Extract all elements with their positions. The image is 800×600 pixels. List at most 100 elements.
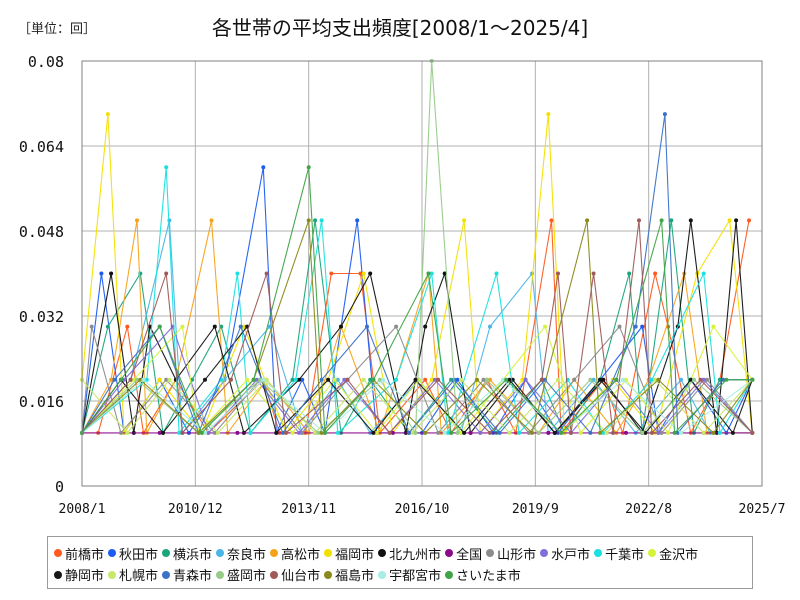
y-tick-label: 0.032 <box>19 308 64 326</box>
data-point <box>157 377 162 382</box>
legend-label: 仙台市 <box>281 569 321 584</box>
data-point <box>206 430 211 435</box>
data-point <box>319 430 324 435</box>
data-point <box>196 430 201 435</box>
legend-item: 前橋市 <box>54 543 104 564</box>
y-tick-label: 0.064 <box>19 138 64 156</box>
data-point <box>177 430 182 435</box>
data-point <box>297 430 301 435</box>
data-point <box>750 377 755 382</box>
legend-marker <box>54 570 62 579</box>
data-point <box>387 430 392 435</box>
data-point <box>345 377 350 382</box>
data-point <box>329 271 334 276</box>
legend-item: 盛岡市 <box>216 564 266 585</box>
legend-item: 千葉市 <box>594 543 644 564</box>
legend-marker <box>216 570 225 579</box>
plot-area-border <box>81 60 763 487</box>
data-point <box>556 377 560 382</box>
data-point <box>141 377 146 382</box>
data-point <box>455 377 460 382</box>
data-point <box>536 430 541 435</box>
data-point <box>669 218 674 223</box>
data-point <box>688 218 693 223</box>
data-point <box>701 377 706 382</box>
data-point <box>342 377 347 382</box>
data-point <box>458 430 463 435</box>
data-point <box>335 377 340 382</box>
data-point <box>659 218 664 223</box>
legend-label: 福岡市 <box>335 547 375 563</box>
data-point <box>572 377 577 382</box>
data-point <box>280 430 285 435</box>
data-point <box>284 430 288 435</box>
data-point <box>611 430 615 435</box>
data-point <box>258 377 263 382</box>
data-point <box>666 430 671 435</box>
series-line <box>81 220 753 435</box>
data-point <box>526 430 531 435</box>
data-point <box>442 430 447 435</box>
legend-item: 高松市 <box>270 543 320 564</box>
legend-label: 横浜市 <box>173 547 213 563</box>
legend-label: 宇都宮市 <box>389 569 442 584</box>
data-point <box>229 377 233 382</box>
x-tick-label: 2022/8 <box>625 502 672 517</box>
data-point <box>423 377 428 382</box>
legend-label: 金沢市 <box>659 547 699 563</box>
data-point <box>488 324 492 329</box>
data-point <box>131 377 136 382</box>
data-point <box>591 271 596 276</box>
data-point <box>105 324 110 329</box>
x-tick-label: 2025/7 <box>739 502 786 517</box>
data-point <box>649 430 654 435</box>
legend-item: 福島市 <box>324 564 374 585</box>
data-point <box>620 377 625 382</box>
data-point <box>659 430 664 435</box>
data-point <box>653 377 658 382</box>
data-point <box>251 377 256 382</box>
data-point <box>750 430 755 435</box>
data-point <box>517 430 522 435</box>
data-point <box>569 430 573 435</box>
data-point <box>423 430 428 435</box>
data-point <box>164 377 169 382</box>
data-point <box>238 324 243 329</box>
data-point <box>701 430 706 435</box>
data-point <box>481 377 486 382</box>
data-point <box>692 377 696 382</box>
data-point <box>552 430 557 435</box>
data-point <box>125 430 130 435</box>
data-point <box>627 271 632 276</box>
data-point <box>462 218 467 223</box>
data-point <box>488 430 492 435</box>
data-point <box>717 377 722 382</box>
data-point <box>300 377 305 382</box>
legend-label: 奈良市 <box>227 547 267 563</box>
data-point <box>504 377 509 382</box>
axes: 0 0.016 0.032 0.048 0.064 0.08 2008/1 2010/12 20… <box>19 53 786 517</box>
data-point <box>546 112 551 117</box>
data-point <box>429 377 434 382</box>
data-point <box>433 377 437 382</box>
legend-marker <box>216 549 225 557</box>
data-point <box>241 324 246 329</box>
data-point <box>488 377 492 382</box>
data-point <box>520 377 525 382</box>
data-point <box>556 271 560 276</box>
legend-item: 秋田市 <box>108 543 158 564</box>
series-line <box>81 60 753 435</box>
data-point <box>617 324 622 329</box>
data-point <box>326 377 331 382</box>
data-point <box>601 377 606 382</box>
data-point <box>643 430 648 435</box>
data-point <box>313 430 318 435</box>
data-point <box>365 324 369 329</box>
data-point <box>598 430 603 435</box>
data-point <box>381 377 386 382</box>
legend-item: 全国 <box>445 543 482 564</box>
x-tick-label: 2019/9 <box>512 502 559 517</box>
data-point <box>161 430 165 435</box>
data-point <box>128 377 133 382</box>
legend-item: 横浜市 <box>162 543 212 564</box>
